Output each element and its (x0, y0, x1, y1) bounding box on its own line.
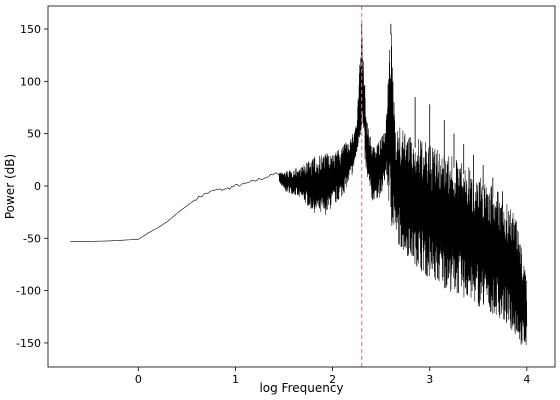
y-tick-label: -150 (16, 337, 41, 350)
y-tick-label: 50 (27, 128, 41, 141)
x-tick-label: 0 (135, 373, 142, 386)
x-tick-label: 1 (232, 373, 239, 386)
tick-group: 0 1 2 3 4 150 100 50 0 -50 -100 -150 (16, 23, 530, 386)
y-tick-label: 150 (20, 23, 41, 36)
y-tick-label: -100 (16, 285, 41, 298)
x-axis-label: log Frequency (259, 381, 343, 395)
y-tick-label: 0 (34, 180, 41, 193)
plot-marks (70, 6, 528, 367)
x-tick-label: 4 (523, 373, 530, 386)
spectrum-line (70, 31, 528, 346)
axes-frame (47, 5, 556, 368)
y-axis-label: Power (dB) (3, 154, 17, 219)
y-tick-label: -50 (23, 232, 41, 245)
y-tick-label: 100 (20, 75, 41, 88)
x-tick-label: 2 (329, 373, 336, 386)
x-tick-label: 3 (426, 373, 433, 386)
